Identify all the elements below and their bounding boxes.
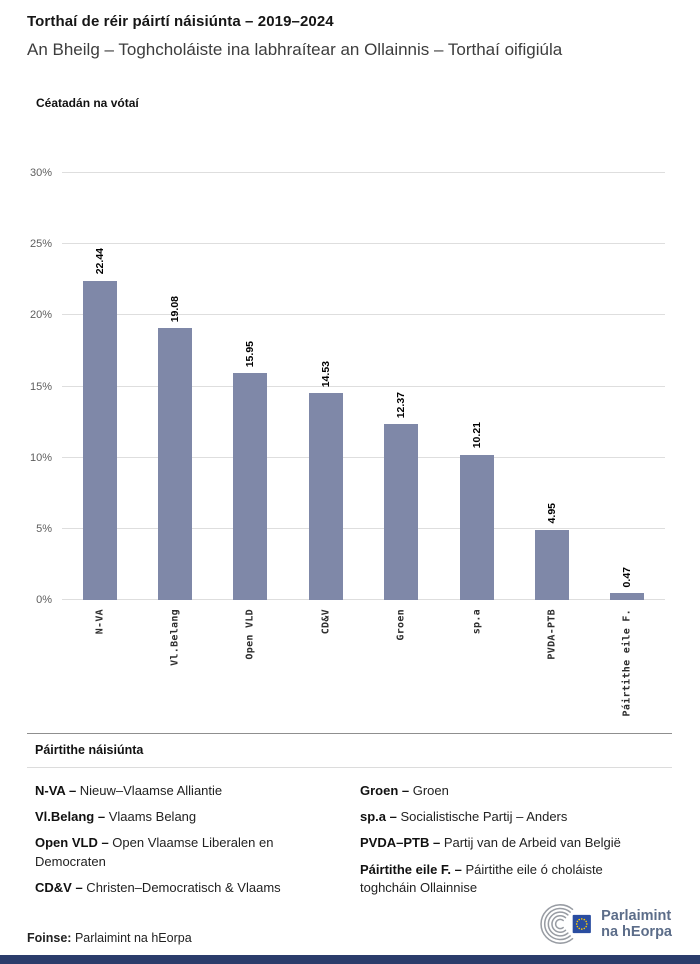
legend-column-right: Groen – Groen sp.a – Socialistische Parti…	[360, 782, 664, 905]
footer-bar	[0, 955, 700, 964]
ep-logo-text: Parlaimint na hEorpa	[601, 908, 672, 940]
x-axis-label: Vl.Belang	[169, 609, 181, 666]
legend-entry: Groen – Groen	[360, 783, 449, 798]
gridline	[62, 456, 665, 458]
legend-term: sp.a –	[360, 809, 397, 825]
legend-term: Groen –	[360, 783, 410, 798]
bar-Páirtithe eile F.	[610, 593, 645, 600]
ep-logo: Parlaimint na hEorpa	[537, 901, 672, 947]
gridline	[62, 599, 665, 600]
bar-N-VA	[82, 280, 117, 600]
legend-heading: Páirtithe náisiúnta	[27, 733, 672, 768]
x-axis-label: Groen	[395, 609, 407, 641]
bar-value-label: 10.21	[470, 422, 483, 449]
legend-entry: sp.a – Socialistische Partij – Anders	[360, 809, 568, 825]
y-tick-label: 0%	[36, 594, 52, 606]
legend-column-left: N-VA – Nieuw–Vlaamse Alliantie Vl.Belang …	[35, 782, 360, 905]
gridline	[62, 172, 665, 173]
x-axis-label: sp.a	[471, 609, 483, 635]
bar-value-label: 19.08	[169, 296, 182, 323]
legend-entry: Páirtithe eile F. – Páirtithe eile ó cho…	[360, 861, 603, 895]
legend-term: Vl.Belang –	[35, 809, 106, 825]
gridline	[62, 314, 665, 316]
eu-flag	[572, 914, 591, 934]
x-axis-label: Open VLD	[244, 609, 256, 660]
legend-term: PVDA–PTB –	[360, 835, 441, 851]
x-axis-label: CD&V	[320, 609, 332, 635]
gridline	[62, 527, 665, 529]
ep-hemicycle-icon	[540, 904, 591, 944]
legend-term: N-VA –	[35, 783, 77, 798]
ep-logo-line2: na hEorpa	[601, 924, 672, 940]
x-axis-label: PVDA-PTB	[546, 609, 558, 660]
legend-entry: N-VA – Nieuw–Vlaamse Alliantie	[35, 783, 223, 798]
bar-sp.a	[459, 454, 494, 600]
gridline	[62, 243, 665, 245]
y-tick-label: 25%	[29, 238, 52, 251]
source-value: Parlaimint na hEorpa	[74, 931, 192, 945]
bar-PVDA-PTB	[534, 529, 569, 600]
bar-value-label: 22.44	[93, 248, 106, 275]
y-tick-label: 20%	[29, 309, 52, 322]
y-tick-label: 10%	[29, 451, 52, 464]
bar-Open VLD	[233, 372, 268, 600]
legend-entry: Vl.Belang – Vlaams Belang	[35, 809, 197, 825]
legend-term: Open VLD –	[35, 835, 109, 851]
y-tick-label: 30%	[29, 167, 52, 179]
y-tick-label: 15%	[29, 380, 52, 393]
legend-entry: PVDA–PTB – Partij van de Arbeid van Belg…	[360, 835, 621, 851]
bar-Groen	[384, 423, 419, 600]
y-tick-label: 5%	[36, 522, 52, 535]
bar-Vl.Belang	[158, 328, 193, 600]
chart-title: Torthaí de réir páirtí náisiúnta – 2019–…	[27, 13, 334, 30]
chart-subtitle: An Bheilg – Toghcholáiste ina labhraítea…	[27, 40, 563, 59]
legend-section: Páirtithe náisiúnta N-VA – Nieuw–Vlaamse…	[27, 733, 672, 905]
x-axis-label: Páirtithe eile F.	[621, 609, 633, 717]
legend-term: Páirtithe eile F. –	[360, 861, 462, 877]
y-axis-label: Céatadán na vótaí	[36, 96, 139, 110]
source-label: Foinse:	[27, 931, 72, 945]
bar-CD&V	[308, 393, 343, 600]
bar-value-label: 4.95	[545, 503, 558, 524]
legend-columns: N-VA – Nieuw–Vlaamse Alliantie Vl.Belang …	[27, 768, 672, 905]
source-line: Foinse: Parlaimint na hEorpa	[27, 931, 192, 945]
legend-entry: Open VLD – Open Vlaamse Liberalen en Dem…	[35, 835, 274, 869]
ep-logo-line1: Parlaimint	[601, 908, 672, 924]
bar-value-label: 0.47	[621, 566, 634, 588]
bar-value-label: 15.95	[244, 340, 257, 367]
gridline	[62, 385, 665, 387]
bar-value-label: 12.37	[395, 391, 408, 418]
x-axis-label: N-VA	[94, 609, 106, 635]
plot-area: 0% 5% 10% 15% 20% 25% 30% 22.44 N-VA 19.08 Vl.Bela…	[30, 167, 665, 716]
bar-value-label: 14.53	[319, 360, 332, 388]
legend-entry: CD&V – Christen–Democratisch & Vlaams	[35, 879, 281, 895]
legend-term: CD&V –	[35, 879, 83, 895]
